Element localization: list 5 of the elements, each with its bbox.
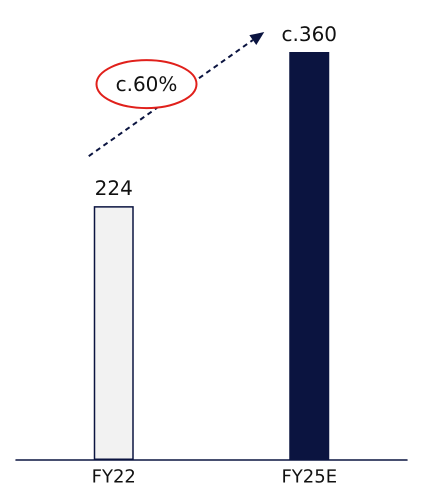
- data-label: c.360: [281, 22, 338, 46]
- x-tick-label: FY25E: [281, 466, 338, 488]
- data-label: 224: [94, 176, 133, 200]
- annotation: c.60%: [116, 72, 178, 96]
- x-tick-label: FY22: [92, 466, 136, 488]
